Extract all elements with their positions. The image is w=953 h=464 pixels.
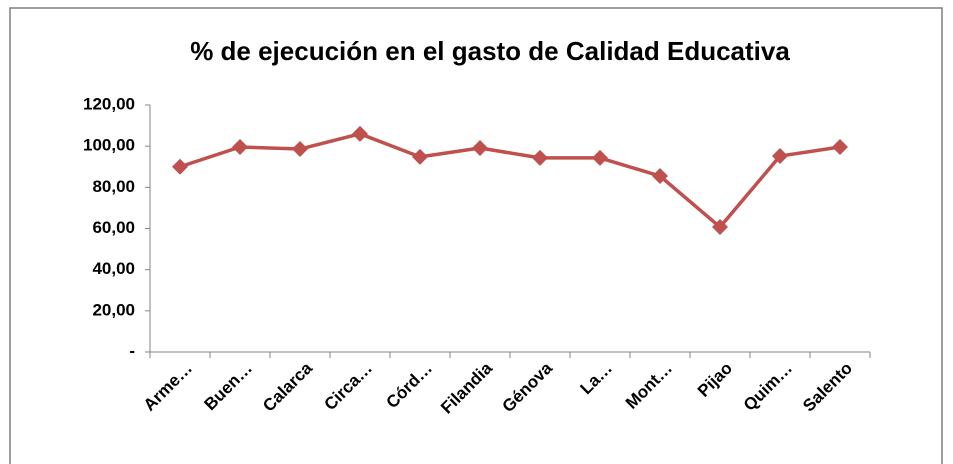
y-tick-label: 100,00 [83, 136, 135, 155]
marker [772, 148, 788, 165]
y-tick-label: 60,00 [92, 218, 135, 237]
marker [232, 138, 248, 155]
line [179, 132, 841, 229]
marker [172, 158, 188, 175]
marker [412, 148, 428, 165]
y-tick-label: 80,00 [92, 177, 135, 196]
marker [472, 140, 488, 157]
marker [592, 149, 608, 166]
marker [352, 125, 368, 142]
chart-title: % de ejecución en el gasto de Calidad Ed… [190, 36, 790, 66]
chart-frame [9, 7, 943, 464]
marker [532, 149, 548, 166]
marker [712, 219, 728, 236]
y-tick-label: 120,00 [83, 94, 135, 113]
marker [832, 138, 848, 155]
marker [652, 168, 668, 185]
y-tick-label: - [129, 341, 135, 360]
y-tick-label: 40,00 [92, 259, 135, 278]
y-tick-label: 20,00 [92, 300, 135, 319]
marker [292, 141, 308, 158]
